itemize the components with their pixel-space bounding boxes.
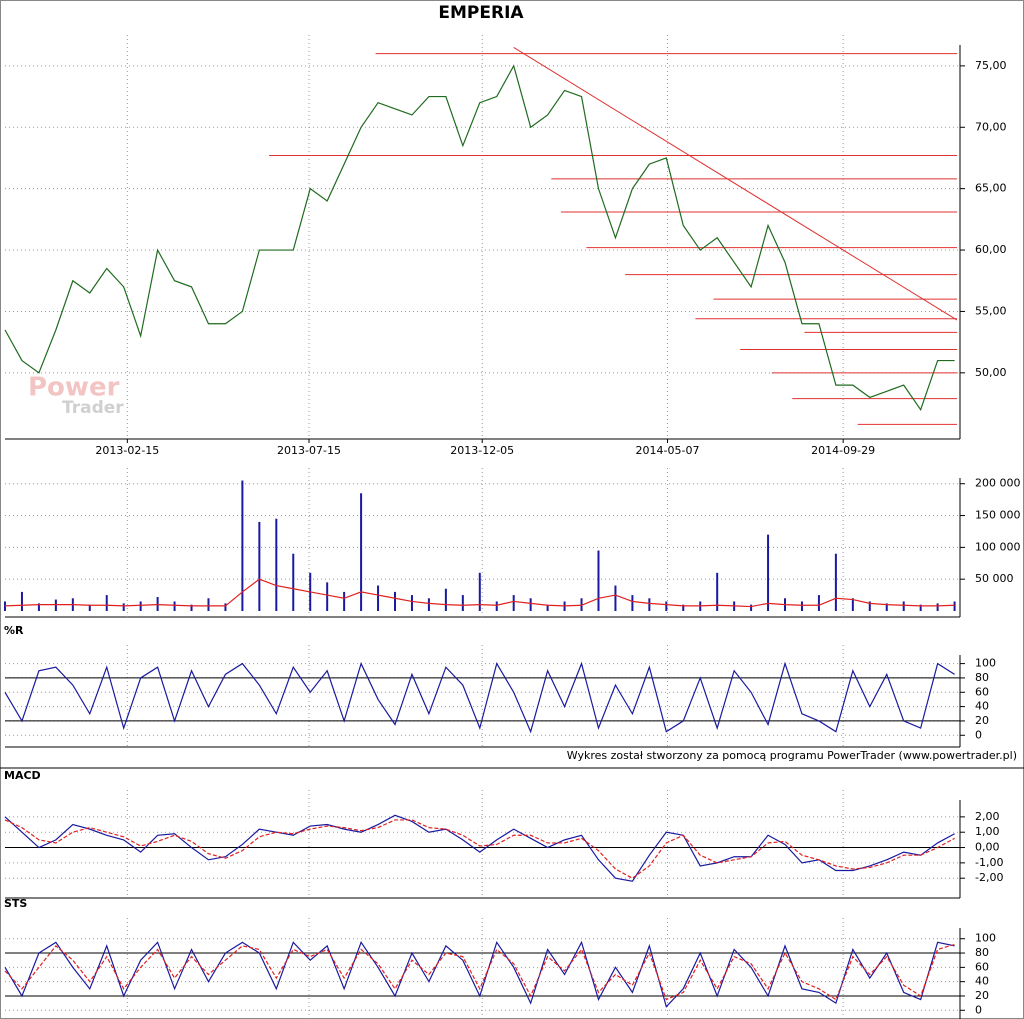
bar — [105, 595, 108, 611]
trend-line — [513, 47, 958, 321]
series-line — [4, 940, 955, 1008]
bar — [800, 601, 803, 611]
y-tick-label: 55,00 — [975, 304, 1007, 317]
y-tick-label: 80 — [975, 671, 989, 684]
y-tick-label: -1,00 — [975, 856, 1003, 869]
bar — [427, 598, 430, 611]
watermark: Power — [28, 373, 120, 403]
bar — [156, 597, 159, 611]
bar — [478, 572, 481, 611]
bar — [953, 601, 956, 611]
bar — [919, 604, 922, 611]
y-tick-label: 150 000 — [975, 509, 1021, 522]
y-tick-label: 20 — [975, 714, 989, 727]
bar — [343, 591, 346, 611]
bar — [648, 598, 651, 611]
bar — [716, 572, 719, 611]
series-line — [4, 819, 955, 879]
x-tick-label: 2013-07-15 — [277, 444, 341, 457]
x-tick-label: 2013-02-15 — [95, 444, 159, 457]
y-tick-label: 100 — [975, 657, 996, 670]
bar — [665, 601, 668, 611]
bar — [885, 603, 888, 611]
bar — [546, 604, 549, 611]
bar — [275, 518, 278, 611]
y-tick-label: 80 — [975, 946, 989, 959]
bar — [88, 604, 91, 611]
series-line — [4, 661, 955, 734]
bar — [54, 599, 57, 611]
y-tick-label: 40 — [975, 700, 989, 713]
watermark: Trader — [62, 398, 124, 418]
bar — [37, 603, 40, 611]
bar — [631, 595, 634, 611]
y-tick-label: 0 — [975, 728, 982, 741]
series-line — [4, 814, 955, 882]
y-tick-label: -2,00 — [975, 871, 1003, 884]
x-tick-label: 2013-12-05 — [450, 444, 514, 457]
x-tick-label: 2014-09-29 — [811, 444, 875, 457]
y-tick-label: 0,00 — [975, 841, 1000, 854]
panel-title: %R — [4, 624, 24, 637]
bar — [767, 534, 770, 611]
y-tick-label: 100 — [975, 932, 996, 945]
series-line — [4, 578, 955, 608]
bar — [292, 553, 295, 611]
bar — [461, 595, 464, 611]
bar — [495, 601, 498, 611]
y-tick-label: 20 — [975, 989, 989, 1002]
panel-title: STS — [4, 897, 27, 910]
bar — [207, 598, 210, 611]
bar — [4, 601, 6, 611]
bar — [139, 601, 142, 611]
bar — [682, 604, 685, 611]
y-tick-label: 60 — [975, 685, 989, 698]
bar — [750, 604, 753, 611]
bar — [122, 603, 125, 611]
bar — [529, 598, 532, 611]
panel-title: MACD — [4, 769, 41, 782]
bar — [394, 591, 397, 611]
y-tick-label: 100 000 — [975, 540, 1021, 553]
bar — [597, 550, 600, 611]
bar — [360, 493, 363, 611]
series-line — [4, 943, 955, 1001]
bar — [817, 595, 820, 611]
y-tick-label: 75,00 — [975, 59, 1007, 72]
y-tick-label: 65,00 — [975, 182, 1007, 195]
bar — [902, 601, 905, 611]
y-tick-label: 200 000 — [975, 477, 1021, 490]
chart-title: EMPERIA — [438, 3, 524, 23]
bar — [834, 553, 837, 611]
y-tick-label: 60 — [975, 960, 989, 973]
y-tick-label: 1,00 — [975, 825, 1000, 838]
bar — [444, 588, 447, 611]
bar — [173, 601, 176, 611]
bar — [868, 601, 871, 611]
bar — [936, 603, 939, 611]
bar — [851, 598, 854, 611]
y-tick-label: 60,00 — [975, 243, 1007, 256]
bar — [224, 603, 227, 611]
y-tick-label: 2,00 — [975, 810, 1000, 823]
bar — [614, 585, 617, 611]
y-tick-label: 40 — [975, 975, 989, 988]
y-tick-label: 50 000 — [975, 572, 1014, 585]
x-tick-label: 2014-05-07 — [636, 444, 700, 457]
bar — [410, 595, 413, 611]
bar — [326, 582, 329, 611]
bar — [377, 585, 380, 611]
series-line — [4, 64, 955, 411]
y-tick-label: 50,00 — [975, 366, 1007, 379]
y-tick-label: 70,00 — [975, 120, 1007, 133]
bar — [190, 604, 193, 611]
bar — [512, 595, 515, 611]
bar — [258, 521, 261, 611]
y-tick-label: 0 — [975, 1003, 982, 1016]
bar — [20, 591, 23, 611]
bar — [241, 480, 244, 611]
footer: Wykres został stworzony za pomocą progra… — [567, 749, 1017, 762]
